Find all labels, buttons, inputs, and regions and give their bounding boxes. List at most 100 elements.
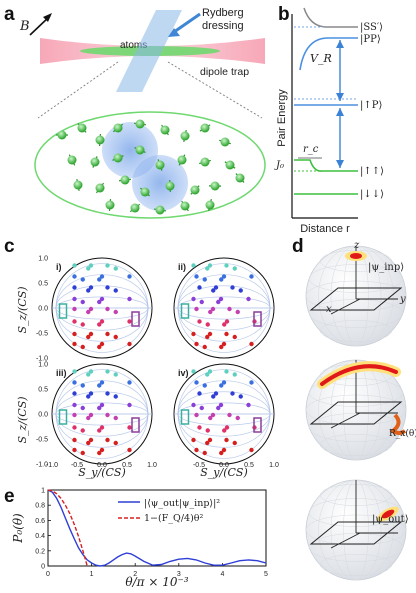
rydberg-blob-2 <box>132 155 188 211</box>
trajectory-point <box>105 391 110 396</box>
atom <box>225 160 235 170</box>
cluster-left <box>180 303 190 319</box>
trajectory-point <box>80 405 85 411</box>
state-out-label: |ψ_out⟩ <box>372 514 409 525</box>
trajectory-point <box>72 437 77 443</box>
trajectory-point <box>113 394 118 399</box>
trajectory-point <box>202 277 207 282</box>
rydberg-arrow-head <box>168 28 180 37</box>
trajectory-point <box>230 391 235 396</box>
bloch-spheres <box>305 245 407 581</box>
rotation-arrow <box>389 413 407 435</box>
atom <box>90 157 100 167</box>
atoms-zoom <box>56 119 245 215</box>
trajectory-point <box>249 341 254 347</box>
legend-text-1: |⟨ψ_out|ψ_inp⟩|² <box>144 498 220 509</box>
trajectory-point <box>218 402 224 408</box>
trajectory-point <box>210 306 216 312</box>
trajectory-point <box>113 440 118 446</box>
rydberg-label-1: Rydberg <box>202 7 244 19</box>
trajectory-point <box>99 380 105 385</box>
trajectory-point <box>211 394 216 399</box>
atom <box>165 181 175 191</box>
bloch-disks: i) ii)iii) iv)1.00.50.0-0.5-1.01.00.50.0-0… <box>36 256 279 470</box>
cluster-right <box>253 311 262 327</box>
trajectory-point <box>232 266 237 271</box>
trajectory-point <box>205 266 210 271</box>
trajectory-point <box>238 288 243 293</box>
y-tick: -1.0 <box>36 356 48 363</box>
sy-label-left: S_y/(CS) <box>78 466 126 479</box>
field-label: B <box>19 19 30 34</box>
trajectory-point <box>249 274 254 279</box>
panel-b-label: b <box>278 4 290 25</box>
trajectory-point <box>86 288 91 293</box>
x-tick: -1.0 <box>46 462 58 469</box>
trajectory-point <box>127 274 132 279</box>
trajectory-point <box>213 285 219 290</box>
trajectory-point <box>127 296 132 302</box>
rydberg-label-2: dressing <box>202 20 244 32</box>
equator-plane <box>309 401 403 425</box>
zoom-line-left <box>37 61 119 119</box>
trajectory-point <box>191 369 196 374</box>
coupling-arrow-2-down <box>336 160 344 168</box>
subpanel-label: iv) <box>178 368 189 378</box>
x-tick: 1.0 <box>147 462 157 469</box>
cluster-left <box>58 409 68 425</box>
trajectory-point <box>80 450 85 456</box>
trajectory-point <box>202 450 207 456</box>
trajectory-point <box>88 263 94 268</box>
j0-label: J₀ <box>274 160 284 171</box>
trajectory-point <box>194 447 199 453</box>
level-ss: |SS′⟩ <box>360 22 383 33</box>
y-tick-label: 0.4 <box>35 533 45 540</box>
trajectory-point <box>86 309 91 315</box>
trajectory-point <box>224 369 229 374</box>
trajectory-point <box>224 319 230 324</box>
trajectory-point <box>216 405 221 411</box>
y-tick-label: 0.2 <box>35 548 45 555</box>
y-tick: 1.0 <box>38 362 48 369</box>
cluster-left <box>180 409 190 425</box>
trajectory-point <box>208 309 213 315</box>
pp-level <box>299 37 358 71</box>
trajectory-point <box>219 450 224 456</box>
ss-level <box>303 7 358 28</box>
x-tick: 0.0 <box>97 462 107 469</box>
trajectory-point <box>105 306 110 312</box>
trajectory-point <box>232 440 237 446</box>
trajectory-point <box>208 415 213 421</box>
trajectory-point <box>88 306 94 312</box>
trajectory-point <box>113 334 118 340</box>
trajectory-point <box>205 372 210 377</box>
trajectory-point <box>80 428 85 433</box>
atom <box>155 205 165 215</box>
trajectory-point <box>219 277 224 282</box>
trajectory-point <box>197 285 202 290</box>
axis-x: x <box>326 304 332 315</box>
trajectory-point <box>72 331 77 337</box>
trajectory-point <box>72 263 77 268</box>
level-pp: |PP⟩ <box>360 34 381 45</box>
state-band <box>320 364 398 386</box>
trajectory-point <box>194 341 199 347</box>
trajectory-point <box>232 372 237 377</box>
rc-label: r_c <box>303 144 319 155</box>
atom <box>135 145 145 155</box>
trajectory-point <box>221 380 227 385</box>
atom <box>130 203 140 213</box>
trajectory-point <box>127 447 132 453</box>
trajectory-point <box>191 331 196 337</box>
trajectory-point <box>235 415 240 421</box>
y-tick-label: 0.6 <box>35 518 45 525</box>
trajectory-point <box>246 402 251 408</box>
trajectory-point <box>97 277 102 282</box>
y-tick: 0.0 <box>38 412 48 419</box>
level-up-up: |↑↑⟩ <box>360 166 384 177</box>
trajectory-point <box>105 369 110 374</box>
y-tick-label: 0 <box>41 564 45 571</box>
equator-plane <box>309 287 403 311</box>
trajectory-point <box>105 285 110 290</box>
x-axis <box>330 412 361 429</box>
